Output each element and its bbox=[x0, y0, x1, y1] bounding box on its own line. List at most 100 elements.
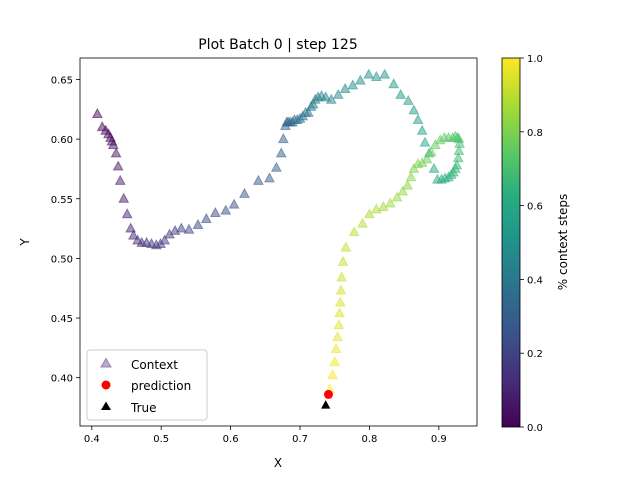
context-point bbox=[412, 158, 424, 169]
context-point bbox=[330, 342, 342, 354]
context-point bbox=[339, 82, 351, 93]
colorbar: 0.0 0.2 0.4 0.6 0.8 1.0 % context steps bbox=[501, 54, 570, 434]
context-point bbox=[419, 136, 431, 147]
context-point bbox=[159, 234, 171, 245]
context-point bbox=[391, 191, 403, 202]
y-tick-label: 0.65 bbox=[51, 75, 73, 86]
context-point bbox=[452, 152, 464, 163]
context-point bbox=[107, 138, 119, 150]
context-point bbox=[112, 160, 124, 171]
context-point bbox=[128, 229, 139, 240]
legend-box bbox=[86, 349, 208, 421]
context-point bbox=[340, 241, 352, 252]
context-point bbox=[335, 284, 347, 295]
context-point bbox=[175, 222, 187, 233]
colorbar-label: % context steps bbox=[556, 194, 570, 290]
context-point bbox=[333, 319, 345, 330]
context-point bbox=[370, 70, 382, 82]
y-axis-ticks: 0.40 0.45 0.50 0.55 0.60 0.65 bbox=[51, 75, 80, 385]
context-point bbox=[429, 138, 441, 150]
x-tick-label: 0.9 bbox=[431, 434, 447, 445]
plot-points bbox=[91, 68, 466, 409]
context-point bbox=[332, 88, 344, 99]
prediction-point bbox=[323, 389, 333, 399]
context-point bbox=[408, 104, 420, 115]
context-point bbox=[453, 144, 465, 155]
colorbar-tick-label: 0.6 bbox=[527, 202, 543, 213]
context-point bbox=[379, 68, 391, 79]
context-point bbox=[337, 255, 349, 266]
context-point bbox=[325, 93, 337, 104]
context-point bbox=[363, 208, 375, 219]
y-tick-label: 0.50 bbox=[51, 254, 73, 265]
context-point bbox=[183, 223, 195, 234]
y-tick-label: 0.60 bbox=[51, 135, 73, 146]
context-point bbox=[363, 68, 375, 79]
context-point bbox=[114, 174, 126, 185]
legend-context-label: Context bbox=[131, 358, 178, 372]
legend-prediction-label: prediction bbox=[131, 379, 191, 393]
context-point bbox=[252, 174, 264, 185]
context-point bbox=[416, 124, 428, 135]
context-point bbox=[336, 271, 348, 282]
context-point bbox=[307, 98, 319, 109]
y-axis-label: Y bbox=[18, 238, 32, 247]
context-point bbox=[354, 74, 366, 85]
context-point bbox=[125, 222, 137, 233]
y-tick-label: 0.45 bbox=[51, 314, 73, 325]
context-point bbox=[270, 161, 282, 172]
x-tick-label: 0.8 bbox=[361, 434, 377, 445]
context-point bbox=[329, 356, 341, 367]
legend-context-marker bbox=[100, 357, 112, 368]
context-point bbox=[412, 113, 424, 124]
context-point bbox=[239, 187, 250, 198]
context-point bbox=[320, 91, 332, 102]
colorbar-tick-label: 0.2 bbox=[527, 349, 543, 360]
y-tick-label: 0.40 bbox=[51, 374, 73, 385]
colorbar-tick-label: 0.4 bbox=[527, 275, 543, 286]
x-tick-label: 0.7 bbox=[292, 434, 308, 445]
context-point bbox=[428, 162, 440, 173]
context-point bbox=[228, 198, 240, 209]
plot-area-frame bbox=[79, 57, 478, 427]
x-tick-label: 0.5 bbox=[153, 434, 169, 445]
context-point bbox=[264, 172, 275, 183]
context-point bbox=[451, 159, 463, 170]
chart-title: Plot Batch 0 | step 125 bbox=[198, 37, 358, 53]
context-point bbox=[302, 106, 314, 117]
context-point bbox=[121, 208, 133, 219]
legend-true-marker bbox=[101, 401, 111, 410]
context-point bbox=[348, 226, 360, 237]
context-point bbox=[277, 133, 289, 144]
colorbar-tick-label: 0.8 bbox=[527, 128, 543, 139]
context-point bbox=[118, 192, 130, 203]
x-axis-ticks: 0.4 0.5 0.6 0.7 0.8 0.9 bbox=[84, 426, 447, 445]
context-point bbox=[275, 147, 287, 158]
context-point bbox=[327, 369, 339, 380]
context-point bbox=[220, 204, 232, 215]
context-point bbox=[377, 200, 389, 212]
colorbar-tick-label: 1.0 bbox=[527, 54, 543, 65]
legend-true-label: True bbox=[130, 401, 157, 415]
x-axis-label: X bbox=[274, 456, 282, 470]
context-point bbox=[425, 146, 437, 157]
context-point bbox=[110, 147, 122, 158]
context-point bbox=[91, 107, 103, 119]
context-point bbox=[395, 88, 407, 99]
context-point bbox=[334, 307, 346, 318]
true-point bbox=[321, 400, 331, 409]
x-tick-label: 0.4 bbox=[84, 434, 100, 445]
context-point bbox=[421, 153, 433, 164]
legend: Context prediction True bbox=[86, 349, 208, 421]
context-point bbox=[405, 171, 417, 182]
context-point bbox=[397, 185, 409, 196]
context-point bbox=[200, 212, 212, 223]
context-point bbox=[192, 218, 204, 229]
context-point bbox=[357, 217, 368, 228]
context-point bbox=[388, 78, 400, 89]
context-point bbox=[434, 134, 446, 145]
context-point bbox=[384, 197, 396, 208]
context-point bbox=[370, 203, 382, 214]
context-point bbox=[332, 331, 343, 342]
